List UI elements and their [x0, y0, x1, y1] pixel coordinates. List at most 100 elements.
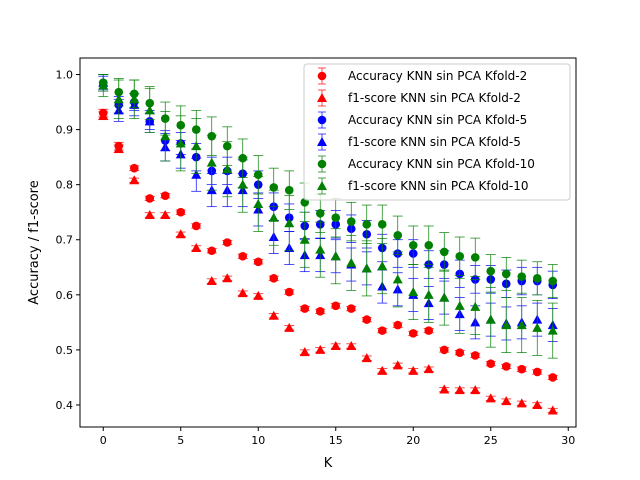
data-point: [300, 304, 310, 313]
x-tick-label: 30: [561, 434, 575, 447]
legend-label: Accuracy KNN sin PCA Kfold-5: [348, 113, 527, 127]
data-point: [548, 276, 558, 286]
data-point: [486, 359, 496, 368]
data-point: [175, 138, 186, 148]
legend-label: Accuracy KNN sin PCA Kfold-10: [348, 157, 535, 171]
data-point: [191, 141, 202, 151]
data-point: [393, 320, 403, 330]
data-point: [222, 238, 232, 247]
y-tick-label: 0.7: [56, 234, 74, 247]
data-point: [113, 94, 124, 104]
y-tick-label: 0.4: [56, 399, 74, 412]
data-point: [269, 183, 279, 192]
data-point: [176, 207, 186, 217]
data-point: [98, 80, 109, 90]
data-point: [516, 398, 527, 408]
data-point: [532, 322, 543, 332]
data-point: [424, 240, 434, 250]
legend-marker: [317, 71, 327, 81]
series-1: [98, 108, 558, 382]
data-point: [501, 320, 512, 330]
series-5: [98, 74, 558, 298]
x-tick-label: 0: [100, 434, 107, 447]
data-point: [160, 209, 171, 219]
data-point: [330, 251, 341, 261]
data-point: [408, 287, 419, 297]
data-point: [377, 326, 387, 335]
data-point: [470, 253, 480, 262]
data-point: [222, 164, 233, 174]
data-point: [129, 94, 140, 104]
y-tick-label: 0.9: [56, 124, 74, 137]
data-point: [516, 320, 527, 330]
data-point: [517, 272, 527, 281]
data-point: [408, 240, 418, 250]
data-point: [253, 170, 263, 180]
data-point: [191, 169, 202, 179]
legend-label: Accuracy KNN sin PCA Kfold-2: [348, 69, 527, 83]
data-point: [268, 212, 279, 222]
data-point: [175, 229, 186, 239]
data-point: [284, 287, 294, 297]
data-point: [392, 274, 403, 284]
data-point: [299, 347, 310, 357]
data-point: [470, 301, 481, 311]
legend-label: f1-score KNN sin PCA Kfold-10: [348, 179, 529, 193]
legend-marker: [317, 93, 327, 102]
data-point: [362, 220, 372, 229]
data-point: [361, 263, 372, 273]
y-tick-label: 0.8: [56, 179, 74, 192]
data-point: [144, 105, 155, 115]
y-tick-label: 1.0: [56, 69, 74, 82]
data-point: [330, 341, 341, 351]
data-point: [548, 373, 558, 382]
legend-label: f1-score KNN sin PCA Kfold-2: [348, 91, 521, 105]
data-point: [253, 198, 264, 208]
data-point: [439, 384, 450, 394]
data-point: [532, 273, 542, 283]
data-point: [377, 220, 387, 229]
data-point: [346, 341, 357, 351]
data-point: [284, 185, 294, 195]
data-point: [408, 365, 419, 375]
data-point: [393, 231, 403, 240]
y-tick-label: 0.5: [56, 344, 74, 357]
data-point: [439, 345, 449, 355]
data-point: [455, 251, 465, 261]
x-axis-label: K: [324, 456, 333, 471]
data-point: [145, 194, 155, 203]
legend: Accuracy KNN sin PCA Kfold-2 f1-score KNN…: [303, 63, 571, 201]
series-2: [98, 110, 558, 415]
data-point: [517, 364, 527, 374]
legend-label: f1-score KNN sin PCA Kfold-5: [348, 135, 521, 149]
data-point: [237, 288, 248, 298]
data-point: [470, 351, 480, 360]
plot-area: [98, 74, 558, 415]
data-point: [284, 322, 295, 332]
data-point: [346, 217, 356, 226]
data-point: [160, 191, 170, 200]
data-point: [547, 405, 558, 415]
data-point: [191, 243, 202, 253]
data-point: [377, 365, 388, 375]
data-point: [439, 292, 450, 302]
data-point: [269, 273, 279, 283]
data-point: [315, 307, 325, 316]
data-point: [98, 110, 109, 120]
data-point: [377, 261, 388, 271]
data-point: [470, 385, 481, 395]
legend-marker: [317, 159, 327, 169]
axis-ticks: 0 5 10 15 20 25 30 0.4 0.5 0.6 0.7 0.8 0.9 1.0: [56, 69, 576, 447]
data-point: [439, 247, 449, 257]
y-tick-label: 0.6: [56, 289, 74, 302]
data-point: [315, 209, 325, 218]
data-point: [501, 396, 512, 406]
data-point: [129, 175, 140, 185]
data-point: [501, 269, 511, 279]
data-point: [424, 326, 434, 335]
data-point: [160, 131, 171, 141]
data-point: [486, 266, 496, 276]
data-point: [206, 276, 217, 286]
data-point: [299, 234, 310, 244]
